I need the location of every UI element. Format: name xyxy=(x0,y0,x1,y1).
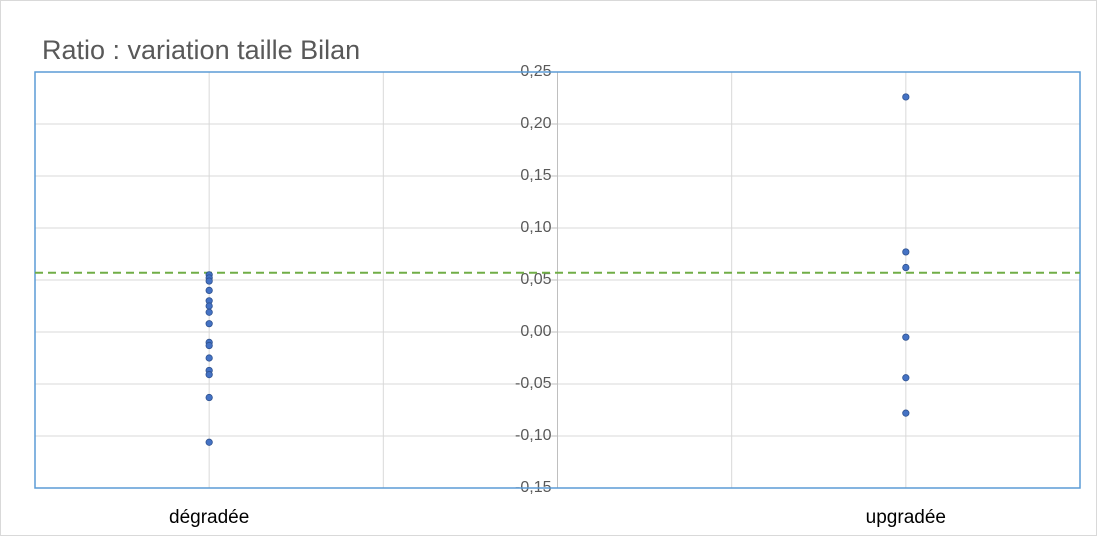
point xyxy=(205,320,213,328)
point xyxy=(902,248,910,256)
y-tick-label: 0,10 xyxy=(520,219,551,236)
point xyxy=(902,409,910,417)
y-tick-label: 0,05 xyxy=(520,271,551,288)
point xyxy=(205,308,213,316)
x-tick-label: dégradée xyxy=(169,507,249,528)
point xyxy=(205,277,213,285)
point xyxy=(205,286,213,294)
x-tick-label: upgradée xyxy=(866,507,946,528)
y-tick-label: 0,00 xyxy=(520,323,551,340)
plot-border xyxy=(34,71,1081,489)
point xyxy=(205,354,213,362)
y-tick-label: -0,05 xyxy=(515,375,552,392)
point xyxy=(902,333,910,341)
y-tick-label: 0,20 xyxy=(520,115,551,132)
point xyxy=(902,93,910,101)
point xyxy=(902,263,910,272)
chart-title: Ratio : variation taille Bilan xyxy=(42,35,360,65)
point xyxy=(205,438,213,446)
y-tick-label: -0,10 xyxy=(515,427,552,444)
point xyxy=(205,341,213,350)
point xyxy=(205,302,213,310)
point xyxy=(205,371,213,379)
point xyxy=(205,393,213,402)
point xyxy=(902,374,910,382)
y-tick-label: 0,15 xyxy=(520,167,551,184)
